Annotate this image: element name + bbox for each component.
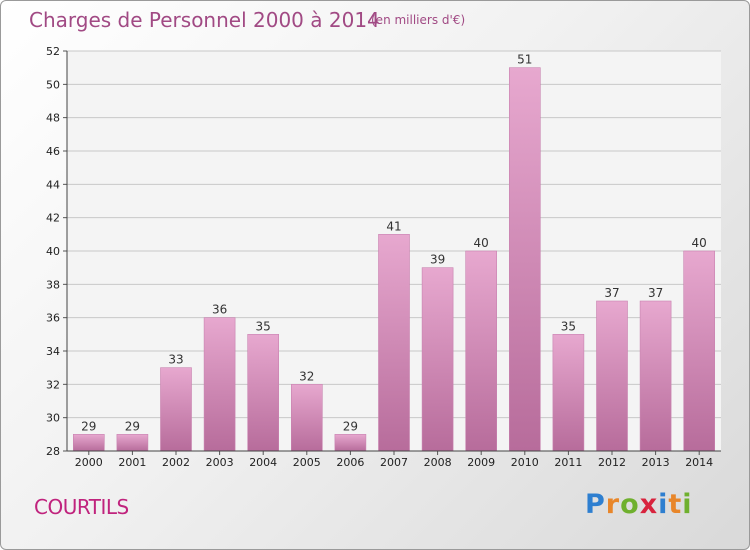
- x-tick-label: 2006: [336, 456, 364, 469]
- y-tick-label: 40: [46, 245, 60, 258]
- bar: [508, 67, 541, 452]
- logo-letter: x: [639, 489, 659, 520]
- bar: [73, 434, 105, 452]
- x-tick-label: 2011: [554, 456, 582, 469]
- bar: [465, 250, 498, 452]
- commune-name: COURTILS: [34, 495, 129, 519]
- logo-letter: o: [620, 489, 640, 520]
- x-tick-label: 2005: [293, 456, 321, 469]
- bar: [683, 250, 716, 452]
- value-label: 36: [212, 303, 227, 317]
- value-label: 35: [561, 319, 576, 333]
- value-label: 35: [256, 319, 271, 333]
- value-label: 39: [430, 253, 445, 267]
- y-tick-label: 36: [46, 312, 60, 325]
- bar: [596, 300, 628, 452]
- axes: 28 30 32 34 36 38 40 42 44 46 48 50 52 2000 2001 2002 20…: [46, 45, 721, 469]
- y-tick-label: 38: [46, 278, 60, 291]
- bar: [552, 334, 585, 452]
- x-tick-label: 2013: [642, 456, 670, 469]
- bar: [378, 234, 410, 452]
- x-tick-label: 2001: [118, 456, 146, 469]
- value-label: 40: [474, 236, 489, 250]
- y-tick-label: 50: [46, 78, 60, 91]
- chart-title: Charges de Personnel 2000 à 2014: [29, 8, 380, 32]
- bar: [334, 434, 367, 452]
- logo-letter: r: [605, 489, 621, 520]
- x-tick-label: 2002: [162, 456, 190, 469]
- value-label: 29: [343, 419, 358, 433]
- value-label: 37: [648, 286, 663, 300]
- y-tick-label: 42: [46, 212, 60, 225]
- value-label: 32: [299, 369, 314, 383]
- bar: [639, 300, 672, 452]
- value-label: 37: [604, 286, 619, 300]
- value-label: 29: [125, 419, 140, 433]
- x-tick-label: 2009: [467, 456, 495, 469]
- x-tick-label: 2014: [685, 456, 713, 469]
- bar: [421, 267, 454, 452]
- bar: [160, 367, 192, 452]
- proxiti-logo: Proxiti: [585, 489, 693, 520]
- y-tick-label: 32: [46, 378, 60, 391]
- chart-subtitle: (en milliers d'€): [371, 13, 466, 27]
- x-tick-label: 2000: [75, 456, 103, 469]
- logo-letter: t: [668, 489, 683, 520]
- logo-letter: i: [682, 489, 693, 520]
- bar: [290, 384, 323, 452]
- logo-letter: P: [585, 489, 606, 520]
- value-label: 40: [692, 236, 707, 250]
- y-tick-label: 28: [46, 445, 60, 458]
- y-tick-label: 48: [46, 112, 60, 125]
- value-label: 41: [386, 219, 401, 233]
- x-tick-label: 2010: [511, 456, 539, 469]
- x-tick-label: 2012: [598, 456, 626, 469]
- x-tick-label: 2007: [380, 456, 408, 469]
- value-label: 29: [81, 419, 96, 433]
- value-label: 51: [517, 53, 532, 67]
- bar: [247, 334, 279, 452]
- x-tick-label: 2008: [424, 456, 452, 469]
- value-label: 33: [168, 353, 183, 367]
- bar: [116, 434, 149, 452]
- y-tick-label: 52: [46, 45, 60, 58]
- logo-letter: i: [658, 489, 669, 520]
- y-tick-label: 30: [46, 412, 60, 425]
- y-tick-label: 34: [46, 345, 60, 358]
- bar: [203, 317, 236, 452]
- bars: 29 29 33 36 35 32 29 41 39 40 51 35 37 37 40: [73, 53, 716, 452]
- y-tick-label: 46: [46, 145, 60, 158]
- y-tick-label: 44: [46, 178, 60, 191]
- x-tick-label: 2003: [206, 456, 234, 469]
- x-tick-label: 2004: [249, 456, 277, 469]
